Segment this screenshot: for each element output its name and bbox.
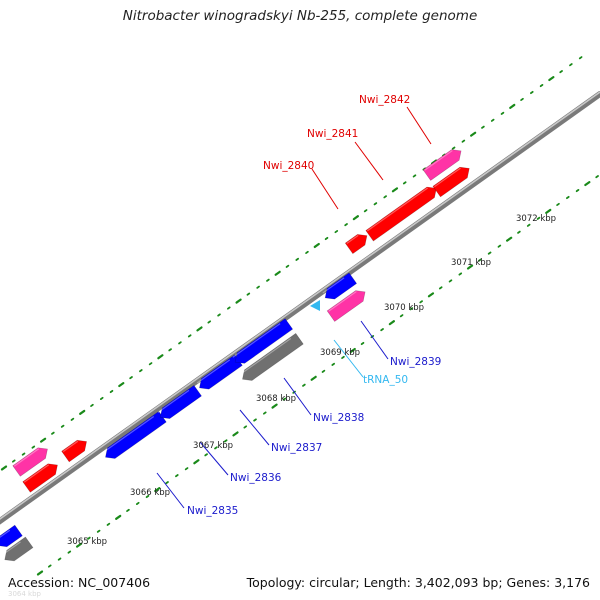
forward-gene-pink[interactable] bbox=[422, 146, 465, 181]
gene-arrow-nwi-2837[interactable] bbox=[196, 354, 243, 393]
gene-label[interactable]: Nwi_2838 bbox=[313, 412, 364, 424]
gene-label-connector bbox=[333, 339, 364, 378]
genome-backbone bbox=[0, 91, 600, 525]
gene-arrow-nwi-2839[interactable] bbox=[321, 272, 358, 303]
gene-label[interactable]: Nwi_2841 bbox=[307, 128, 358, 140]
gene-label-connector bbox=[406, 106, 432, 145]
gene-label-connector bbox=[311, 168, 339, 210]
gene-label-connector bbox=[360, 320, 389, 360]
faded-scale-label: 3064 kbp bbox=[8, 590, 41, 598]
forward-gene-pink[interactable] bbox=[326, 287, 369, 322]
trna-50-feature[interactable] bbox=[310, 300, 320, 311]
forward-tick-row bbox=[0, 56, 583, 471]
forward-gene-red[interactable] bbox=[22, 460, 62, 493]
gene-arrow-nwi-2841[interactable] bbox=[365, 183, 440, 242]
gene-label-connector bbox=[199, 441, 229, 476]
reverse-gene-blue[interactable] bbox=[0, 524, 23, 551]
scale-label: 3065 kbp bbox=[67, 537, 107, 547]
gene-arrow-nwi-2842[interactable] bbox=[432, 163, 473, 198]
scale-label: 3068 kbp bbox=[256, 394, 296, 404]
reverse-gene-gray[interactable] bbox=[1, 536, 34, 565]
scale-label: 3070 kbp bbox=[384, 303, 424, 313]
gene-arrow-nwi-2836[interactable] bbox=[156, 384, 202, 422]
scale-label: 3066 kbp bbox=[130, 488, 170, 498]
accession-text: Accession: NC_007406 bbox=[8, 575, 151, 590]
gene-label[interactable]: Nwi_2839 bbox=[390, 356, 441, 368]
gene-label-connector bbox=[354, 141, 384, 181]
gene-label[interactable]: Nwi_2840 bbox=[263, 160, 314, 172]
gene-label[interactable]: Nwi_2836 bbox=[230, 472, 282, 484]
tick-marks bbox=[0, 56, 599, 576]
gene-features bbox=[0, 146, 473, 565]
gene-label-connector bbox=[283, 377, 312, 416]
gene-label-connector bbox=[239, 409, 270, 446]
forward-gene-pink[interactable] bbox=[12, 444, 52, 477]
gene-arrow-nwi-2838[interactable] bbox=[231, 318, 294, 368]
scale-label: 3072 kbp bbox=[516, 214, 556, 224]
gene-label[interactable]: Nwi_2842 bbox=[359, 94, 410, 106]
gene-label-connector bbox=[156, 472, 185, 509]
scale-label: 3071 kbp bbox=[451, 258, 491, 268]
reverse-tick-row bbox=[36, 175, 599, 576]
forward-gene-red[interactable] bbox=[61, 436, 91, 463]
gene-label-connectors bbox=[156, 106, 432, 509]
gene-label[interactable]: Nwi_2835 bbox=[187, 505, 238, 517]
reverse-gene-gray[interactable] bbox=[239, 333, 304, 384]
scale-label: 3069 kbp bbox=[320, 348, 360, 358]
gene-label[interactable]: Nwi_2837 bbox=[271, 442, 322, 454]
scale-label: 3067 kbp bbox=[193, 441, 233, 451]
gene-arrow-nwi-2835[interactable] bbox=[102, 411, 167, 462]
genome-stats-text: Topology: circular; Length: 3,402,093 bp… bbox=[246, 575, 590, 590]
page-title: Nitrobacter winogradskyi Nb-255, complet… bbox=[122, 8, 478, 24]
labels: 3065 kbp 3066 kbp 3067 kbp 3068 kbp 3069 kbp… bbox=[67, 94, 556, 547]
gene-arrow-nwi-2840[interactable] bbox=[344, 230, 370, 255]
gene-label[interactable]: tRNA_50 bbox=[363, 374, 408, 386]
